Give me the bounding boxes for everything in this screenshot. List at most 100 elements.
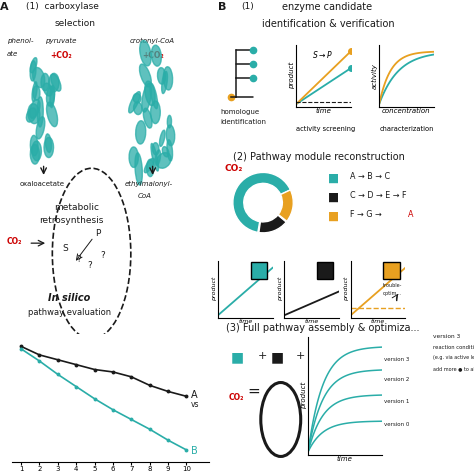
Wedge shape [278, 190, 293, 221]
Text: A: A [408, 210, 413, 219]
Text: phenol-: phenol- [7, 38, 33, 44]
Ellipse shape [150, 83, 158, 109]
Text: ?: ? [87, 261, 92, 270]
Text: ■: ■ [309, 351, 322, 365]
Ellipse shape [151, 144, 158, 171]
Y-axis label: product: product [278, 277, 283, 301]
Ellipse shape [167, 140, 173, 161]
Text: trouble-: trouble- [383, 283, 402, 289]
Ellipse shape [46, 86, 55, 106]
Ellipse shape [164, 67, 173, 90]
Ellipse shape [167, 115, 172, 128]
Y-axis label: activity: activity [372, 63, 378, 89]
Ellipse shape [134, 102, 142, 115]
Text: CO₂: CO₂ [224, 164, 243, 173]
Ellipse shape [166, 125, 175, 146]
Y-axis label: product: product [345, 277, 349, 301]
Text: S: S [63, 245, 68, 253]
Ellipse shape [32, 82, 37, 101]
X-axis label: time: time [337, 456, 353, 463]
Text: CoA: CoA [137, 193, 151, 200]
Ellipse shape [133, 93, 141, 103]
Text: oxaloacetate: oxaloacetate [19, 181, 64, 187]
Text: vs: vs [191, 401, 200, 410]
Text: +CO₂: +CO₂ [50, 51, 72, 60]
Ellipse shape [136, 121, 146, 144]
Text: ■: ■ [328, 210, 339, 222]
Ellipse shape [153, 143, 159, 155]
Ellipse shape [160, 130, 165, 146]
Text: version 1: version 1 [384, 399, 409, 404]
Ellipse shape [135, 153, 142, 185]
Text: pyruvate: pyruvate [46, 38, 77, 44]
Text: enzyme candidate: enzyme candidate [282, 2, 372, 12]
Ellipse shape [41, 73, 49, 91]
Wedge shape [233, 173, 291, 232]
X-axis label: time: time [238, 319, 253, 324]
Text: add more ● to alter meta...: add more ● to alter meta... [433, 366, 474, 371]
Ellipse shape [162, 146, 169, 157]
Text: In silico: In silico [48, 293, 91, 303]
Text: ?: ? [76, 255, 81, 264]
Text: ?: ? [100, 251, 105, 259]
Ellipse shape [140, 40, 151, 66]
Ellipse shape [29, 100, 40, 118]
Text: crotonyl-CoA: crotonyl-CoA [130, 38, 175, 44]
Ellipse shape [162, 72, 167, 93]
Ellipse shape [157, 68, 165, 84]
Text: version 0: version 0 [384, 422, 409, 427]
Ellipse shape [50, 85, 55, 108]
Text: =: = [247, 384, 260, 399]
Ellipse shape [30, 136, 38, 156]
Text: activity screening: activity screening [296, 127, 356, 132]
Text: ethylmalonyl-: ethylmalonyl- [124, 181, 173, 187]
Ellipse shape [30, 145, 39, 164]
Ellipse shape [144, 158, 155, 173]
Ellipse shape [46, 134, 52, 153]
Ellipse shape [146, 159, 154, 177]
Ellipse shape [30, 58, 37, 73]
Text: B: B [191, 446, 198, 456]
Text: A: A [0, 2, 9, 12]
Text: (1)  carboxylase: (1) carboxylase [26, 2, 99, 11]
Text: F → G →: F → G → [350, 210, 384, 219]
Ellipse shape [32, 141, 41, 161]
Text: (e.g. via active learning): (e.g. via active learning) [433, 355, 474, 360]
Ellipse shape [128, 91, 140, 113]
Ellipse shape [129, 147, 138, 167]
Ellipse shape [139, 64, 151, 87]
Ellipse shape [37, 97, 43, 127]
Text: (2) Pathway module reconstruction: (2) Pathway module reconstruction [233, 152, 405, 162]
Ellipse shape [142, 83, 152, 112]
Text: A → B → C: A → B → C [350, 172, 390, 181]
Ellipse shape [156, 153, 171, 168]
Text: $S \rightarrow P$: $S \rightarrow P$ [311, 49, 332, 60]
Text: version 3: version 3 [433, 334, 460, 339]
Text: A: A [191, 390, 198, 400]
Ellipse shape [36, 117, 45, 139]
Text: ■: ■ [328, 172, 339, 184]
Text: C → D → E → F: C → D → E → F [350, 191, 406, 200]
Ellipse shape [27, 108, 36, 122]
Text: (3) Full pathway assembly & optimiza...: (3) Full pathway assembly & optimiza... [226, 323, 419, 333]
Y-axis label: product: product [301, 382, 307, 410]
Ellipse shape [28, 104, 40, 124]
Ellipse shape [44, 83, 52, 96]
X-axis label: time: time [316, 108, 331, 114]
Text: homologue: homologue [220, 109, 260, 115]
Text: ate: ate [7, 51, 18, 57]
Ellipse shape [51, 74, 61, 91]
Text: CO₂: CO₂ [7, 237, 22, 246]
Ellipse shape [49, 73, 59, 92]
Text: +: + [258, 351, 267, 361]
Ellipse shape [46, 102, 57, 127]
X-axis label: concentration: concentration [382, 108, 431, 114]
Ellipse shape [33, 86, 40, 100]
Text: characterization: characterization [379, 127, 434, 132]
Ellipse shape [44, 137, 54, 157]
Text: selection: selection [55, 19, 95, 28]
Text: version 3: version 3 [384, 356, 409, 362]
Text: reaction condition opt.: reaction condition opt. [433, 345, 474, 350]
FancyBboxPatch shape [251, 262, 267, 279]
Text: pathway evaluation: pathway evaluation [28, 308, 111, 317]
